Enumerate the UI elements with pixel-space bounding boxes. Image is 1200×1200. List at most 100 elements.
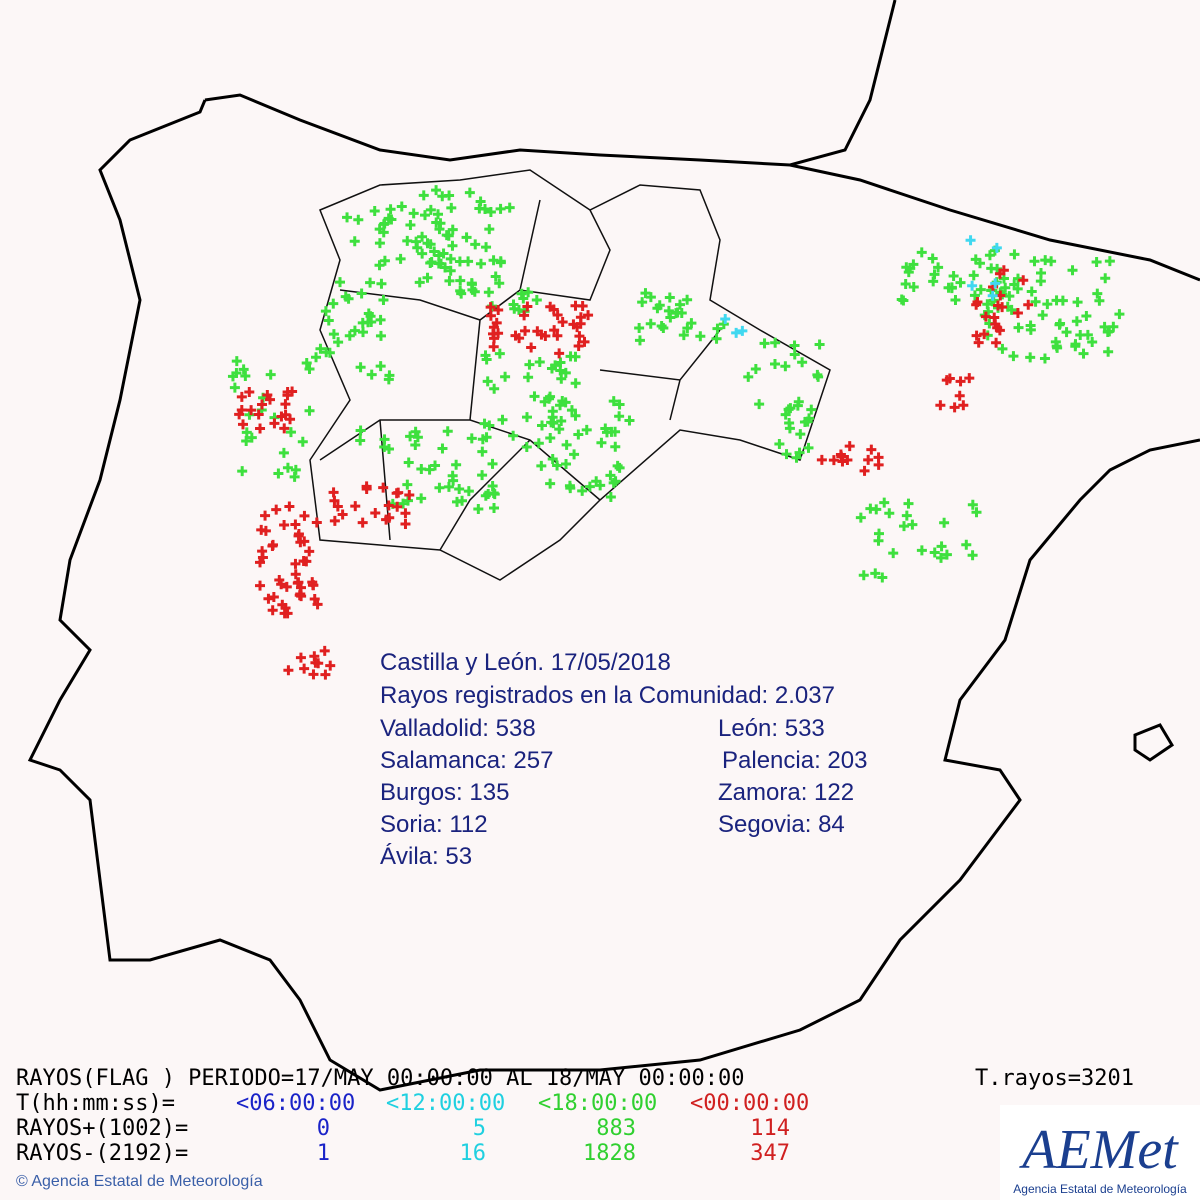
strike: [319, 645, 330, 656]
strike: [731, 327, 742, 338]
strike: [806, 404, 817, 415]
strike: [400, 519, 411, 530]
strike: [555, 400, 566, 411]
strike: [301, 556, 312, 567]
province-count: Zamora: 122: [718, 779, 854, 806]
strike: [866, 444, 877, 455]
strike: [312, 599, 323, 610]
strike: [280, 399, 291, 410]
strike: [557, 317, 568, 328]
strike: [900, 279, 911, 290]
strike: [1009, 279, 1020, 290]
info-total: Rayos registrados en la Comunidad: 2.037: [380, 682, 835, 709]
strike: [426, 257, 437, 268]
strike: [485, 207, 496, 218]
strike: [237, 466, 248, 477]
province-count: Segovia: 84: [718, 811, 845, 838]
strike: [374, 238, 385, 249]
strike: [429, 246, 440, 257]
strike: [284, 501, 295, 512]
strike: [545, 391, 556, 402]
strike: [969, 290, 980, 301]
strike: [246, 405, 257, 416]
strike: [277, 599, 288, 610]
strike: [422, 272, 433, 283]
strike: [605, 492, 616, 503]
strike: [403, 457, 414, 468]
strike: [447, 224, 458, 235]
strike: [520, 325, 531, 336]
strike: [686, 318, 697, 329]
strike: [385, 204, 396, 215]
strike: [754, 399, 765, 410]
strike: [814, 339, 825, 350]
strike: [964, 373, 975, 384]
coastline: [27, 0, 1200, 1092]
strike: [238, 364, 249, 375]
period: RAYOS(FLAG ) PERIODO=17/MAY 00:00:00 AL …: [16, 1066, 744, 1091]
strike: [328, 329, 339, 340]
strike: [982, 299, 993, 310]
strike: [494, 278, 505, 289]
strike: [908, 282, 919, 293]
strike: [469, 286, 480, 297]
strike: [614, 399, 625, 410]
strike: [490, 271, 501, 282]
strike: [320, 669, 331, 680]
logo-subtitle: Agencia Estatal de Meteorología: [1013, 1182, 1187, 1196]
strike: [349, 236, 360, 247]
strike: [400, 508, 411, 519]
strike: [353, 214, 364, 225]
strike: [508, 430, 519, 441]
strike: [1030, 296, 1041, 307]
strike: [315, 343, 326, 354]
strike: [1114, 309, 1125, 320]
strike: [789, 340, 800, 351]
strike: [455, 275, 466, 286]
strike: [430, 460, 441, 471]
strike: [484, 420, 495, 431]
strike: [1025, 352, 1036, 363]
strike: [791, 452, 802, 463]
strike: [278, 447, 289, 458]
strike: [612, 460, 623, 471]
strike: [943, 282, 954, 293]
strike: [378, 482, 389, 493]
strike: [637, 297, 648, 308]
strike: [967, 499, 978, 510]
strike: [425, 239, 436, 250]
strike: [308, 669, 319, 680]
strike: [536, 329, 547, 340]
strike: [1029, 256, 1040, 267]
strike: [873, 535, 884, 546]
strike: [595, 480, 606, 491]
strike: [610, 441, 621, 452]
strike: [780, 361, 791, 372]
strike: [434, 224, 445, 235]
strike: [489, 333, 500, 344]
strike: [340, 291, 351, 302]
strike: [955, 376, 966, 387]
strike: [929, 547, 940, 558]
strike: [431, 217, 442, 228]
strike: [455, 285, 466, 296]
strike: [645, 292, 656, 303]
strike: [859, 465, 870, 476]
strike: [1008, 351, 1019, 362]
strike: [481, 432, 492, 443]
strike: [296, 591, 307, 602]
footer: RAYOS(FLAG ) PERIODO=17/MAY 00:00:00 AL …: [16, 1066, 1134, 1166]
strike: [416, 463, 427, 474]
strike: [329, 515, 340, 526]
strike: [328, 487, 339, 498]
strike: [308, 580, 319, 591]
neg-label: RAYOS-(2192)=: [16, 1141, 188, 1166]
strike: [1061, 327, 1072, 338]
strike: [263, 593, 274, 604]
strike: [795, 429, 806, 440]
strike: [510, 330, 521, 341]
strike: [539, 396, 550, 407]
strike: [395, 253, 406, 264]
strike: [1013, 322, 1024, 333]
strike: [344, 330, 355, 341]
